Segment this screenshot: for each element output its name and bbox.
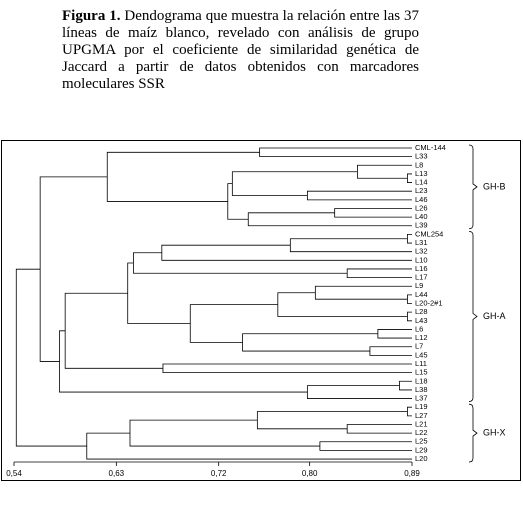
leaf-label: L31 [415,238,428,247]
merge [129,419,320,447]
leaf-label: L10 [415,255,428,264]
merge [314,285,412,300]
merge [15,268,87,447]
leaf-label: L45 [415,350,428,359]
merge [407,406,412,417]
leaf-label: L9 [415,281,423,290]
leaf-label: L25 [415,437,428,446]
merge [189,304,278,343]
leaf-label: L22 [415,428,428,437]
leaf-label: L7 [415,342,423,351]
caption: Figura 1. Dendograma que muestra la rela… [62,8,419,93]
merge [346,424,412,434]
merge [289,238,412,253]
frame [1,140,521,481]
merge [242,333,378,352]
caption-label: Figura 1. [62,8,121,24]
x-tick-label: 0,89 [404,469,420,478]
leaf-label: L26 [415,203,428,212]
merge [407,173,412,183]
leaf-label: L12 [415,333,428,342]
merge [306,190,412,201]
merge [162,363,412,374]
leaf-label: L18 [415,376,428,385]
merge [64,292,163,369]
group-label: GH-B [483,181,506,191]
merge [399,380,412,391]
leaf-label: L39 [415,221,428,230]
caption-text: Dendograma que muestra la relación entre… [62,8,419,92]
merge [407,234,412,244]
leaf-label: L33 [415,152,428,161]
leaf-label: L29 [415,445,428,454]
merge [346,268,412,278]
merge [377,329,412,339]
leaf-label: L16 [415,264,428,273]
merge [227,183,249,220]
group-label: GH-X [483,427,506,437]
leaf-label: CML254 [415,229,443,238]
merge [256,411,408,430]
leaf-label: CML-144 [415,143,446,152]
group-label: GH-A [483,311,506,321]
leaf-label: L38 [415,385,428,394]
leaf-label: L40 [415,212,428,221]
leaf-label: L23 [415,186,428,195]
x-tick-label: 0,72 [211,469,227,478]
leaf-label: L20 [415,454,428,463]
x-tick-label: 0,54 [6,469,22,478]
x-tick-label: 0,63 [109,469,125,478]
merge [161,244,412,261]
merge [133,252,348,274]
leaf-label: L6 [415,324,423,333]
merge [369,346,412,356]
merge [407,311,412,322]
merge [106,151,260,202]
leaf-label: L46 [415,195,428,204]
leaf-label: L32 [415,247,428,256]
leaf-label: L27 [415,411,428,420]
leaf-label: L28 [415,307,428,316]
x-tick-label: 0,80 [302,469,318,478]
leaf-label: L19 [415,402,428,411]
leaf-label: L44 [415,290,428,299]
leaf-label: L21 [415,419,428,428]
merge [357,164,412,179]
leaf-label: L43 [415,316,428,325]
leaf-label: L20-2#1 [415,299,443,308]
merge [231,171,358,196]
group-bracket [468,403,478,463]
group-bracket [468,144,478,230]
merge [319,441,412,451]
leaf-label: L13 [415,169,428,178]
merge [59,330,308,393]
group-bracket [468,231,478,402]
merge [334,208,412,218]
merge [127,262,191,324]
merge [259,147,412,158]
leaf-label: L17 [415,273,428,282]
merge [247,212,412,227]
leaf-label: L37 [415,394,428,403]
merge [407,294,412,304]
leaf-label: L8 [415,160,423,169]
merge [277,292,408,317]
leaf-label: L14 [415,178,428,187]
merge [306,385,412,399]
merge [39,176,108,362]
leaf-label: L15 [415,368,428,377]
leaf-label: L11 [415,359,427,368]
